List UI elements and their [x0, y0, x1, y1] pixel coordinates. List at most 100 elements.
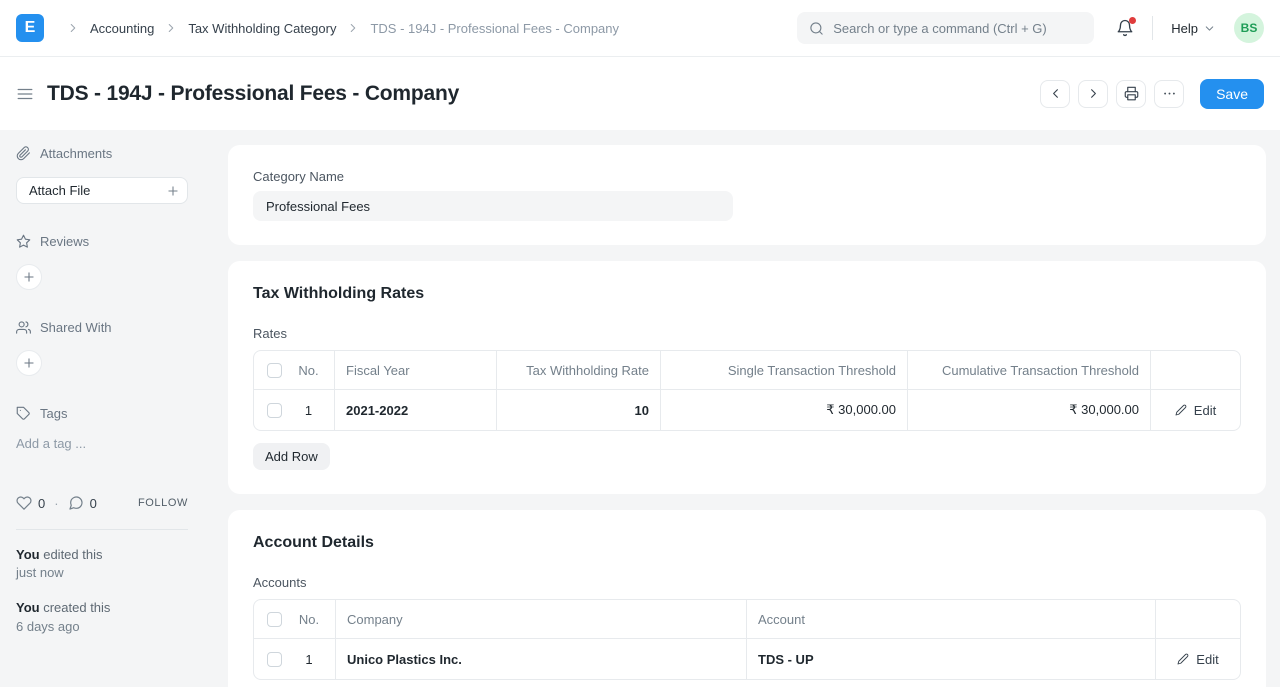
tags-label: Tags — [40, 406, 68, 421]
activity-action: edited this — [43, 547, 103, 562]
menu-icon[interactable] — [16, 85, 34, 103]
add-row-button-rates[interactable]: Add Row — [253, 443, 330, 470]
accounts-table-header: No. Company Account — [254, 600, 1240, 639]
header-no: No. — [254, 351, 335, 389]
plus-icon — [22, 356, 36, 370]
navbar: E Accounting Tax Withholding Category TD… — [0, 0, 1280, 57]
header-tax-withholding-rate: Tax Withholding Rate — [497, 351, 661, 389]
row-number-cell: 1 — [254, 390, 335, 430]
page-header: TDS - 194J - Professional Fees - Company… — [0, 57, 1280, 130]
breadcrumb-tax-withholding-category[interactable]: Tax Withholding Category — [188, 20, 337, 36]
row-edit-cell: Edit — [1156, 639, 1240, 679]
follow-button[interactable]: FOLLOW — [137, 497, 188, 509]
search-icon — [809, 21, 824, 36]
row-checkbox[interactable] — [267, 402, 282, 418]
row-edit-cell: Edit — [1151, 390, 1240, 430]
add-tag-input[interactable]: Add a tag ... — [16, 436, 87, 451]
previous-document-button[interactable] — [1040, 79, 1071, 108]
chevron-right-icon — [66, 21, 80, 35]
star-icon — [16, 234, 31, 249]
form-body: Category Name Tax Withholding Rates Rate… — [216, 130, 1280, 687]
attachments-section-label: Attachments — [16, 146, 216, 161]
header-fiscal-year: Fiscal Year — [335, 351, 497, 389]
document-social-row: 0 · 0 FOLLOW — [16, 495, 188, 511]
edit-row-button[interactable]: Edit — [1177, 652, 1219, 667]
help-label: Help — [1171, 20, 1198, 36]
activity-action: created this — [43, 600, 111, 616]
search-input[interactable] — [833, 20, 1083, 36]
print-button[interactable] — [1116, 79, 1147, 108]
activity-edited: You edited this just now — [16, 546, 216, 582]
category-name-label: Category Name — [253, 169, 345, 184]
reviews-label: Reviews — [40, 234, 90, 249]
category-name-card: Category Name — [228, 145, 1266, 245]
select-all-checkbox[interactable] — [267, 611, 282, 627]
header-no: No. — [254, 600, 336, 638]
chevron-right-icon — [1086, 86, 1101, 101]
global-search[interactable] — [797, 12, 1095, 44]
breadcrumb: Accounting Tax Withholding Category TDS … — [56, 21, 619, 36]
add-share-button[interactable] — [16, 350, 42, 376]
section-title-rates: Tax Withholding Rates — [253, 285, 425, 302]
comment-count: 0 — [89, 495, 97, 511]
attach-file-button[interactable]: Attach File — [16, 177, 188, 204]
save-button[interactable]: Save — [1200, 78, 1264, 109]
rates-table-header: No. Fiscal Year Tax Withholding Rate Sin… — [254, 351, 1240, 390]
plus-icon — [22, 270, 36, 284]
row-checkbox[interactable] — [267, 651, 282, 667]
attach-file-label: Attach File — [29, 183, 91, 198]
edit-row-button[interactable]: Edit — [1175, 403, 1216, 418]
help-dropdown[interactable]: Help — [1171, 21, 1216, 36]
tax-withholding-rate-cell[interactable]: 10 — [497, 390, 661, 430]
app-logo[interactable]: E — [16, 14, 44, 42]
notifications-button[interactable] — [1116, 17, 1137, 37]
header-cumulative-transaction-threshold: Cumulative Transaction Threshold — [908, 351, 1151, 389]
pencil-icon — [1175, 404, 1187, 416]
cumulative-transaction-threshold-cell[interactable]: ₹ 30,000.00 — [908, 390, 1151, 430]
chevron-right-icon — [346, 21, 360, 35]
printer-icon — [1124, 86, 1139, 101]
table-row: 1 Unico Plastics Inc. TDS - UP Edit — [254, 639, 1240, 679]
tax-withholding-rates-card: Tax Withholding Rates Rates No. Fiscal Y… — [228, 261, 1266, 494]
activity-time: just now — [16, 565, 64, 581]
next-document-button[interactable] — [1078, 79, 1109, 108]
comment-icon[interactable] — [68, 495, 84, 511]
accounts-field-label: Accounts — [253, 575, 307, 590]
fiscal-year-cell[interactable]: 2021-2022 — [335, 390, 497, 430]
account-details-card: Account Details Accounts No. Company Acc… — [228, 510, 1266, 687]
tag-icon — [16, 406, 31, 421]
breadcrumb-accounting[interactable]: Accounting — [90, 20, 155, 36]
add-review-button[interactable] — [16, 264, 42, 290]
ellipsis-icon — [1162, 86, 1177, 101]
chevron-right-icon — [164, 21, 178, 35]
plus-icon — [166, 184, 180, 198]
heart-icon[interactable] — [16, 495, 32, 511]
user-avatar[interactable]: BS — [1234, 13, 1264, 43]
header-actions — [1151, 351, 1240, 389]
section-title-accounts: Account Details — [253, 534, 374, 551]
reviews-section-label: Reviews — [16, 234, 216, 249]
activity-time: 6 days ago — [16, 618, 80, 634]
shared-with-label: Shared With — [40, 320, 112, 335]
dot-separator: · — [54, 495, 59, 511]
header-company: Company — [336, 600, 747, 638]
header-actions — [1156, 600, 1240, 638]
account-cell[interactable]: TDS - UP — [747, 639, 1156, 679]
row-number-cell: 1 — [254, 639, 336, 679]
form-sidebar: Attachments Attach File Reviews Shared — [0, 130, 216, 687]
single-transaction-threshold-cell[interactable]: ₹ 30,000.00 — [661, 390, 908, 430]
header-single-transaction-threshold: Single Transaction Threshold — [661, 351, 908, 389]
select-all-checkbox[interactable] — [267, 362, 282, 378]
like-count: 0 — [38, 495, 46, 511]
users-icon — [16, 320, 31, 335]
content-area: Attachments Attach File Reviews Shared — [0, 130, 1280, 687]
header-account: Account — [747, 600, 1156, 638]
attachments-label: Attachments — [40, 146, 113, 161]
document-activity: You edited this just now You created thi… — [16, 546, 216, 636]
shared-with-section-label: Shared With — [16, 320, 216, 335]
activity-user: You — [16, 600, 40, 616]
page-actions: Save — [1040, 78, 1264, 109]
more-options-button[interactable] — [1154, 79, 1185, 108]
category-name-input[interactable] — [253, 191, 733, 221]
company-cell[interactable]: Unico Plastics Inc. — [336, 639, 747, 679]
